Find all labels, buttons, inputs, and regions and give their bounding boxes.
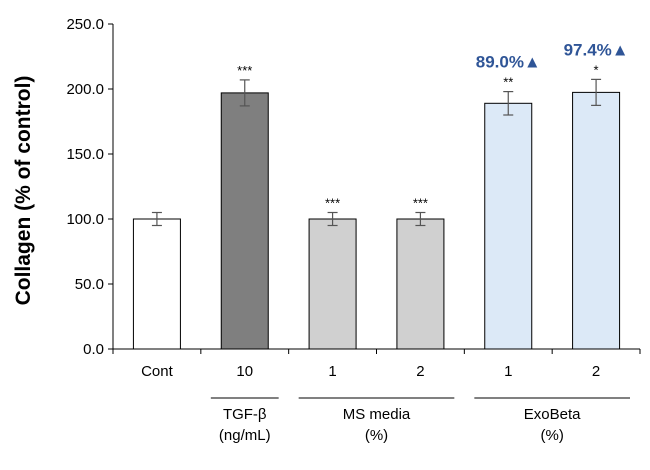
group-label: MS media [343, 406, 411, 423]
category-label: 1 [328, 363, 336, 380]
percent-increase-label: 89.0%▲ [476, 53, 541, 72]
y-tick-label: 250.0 [66, 16, 104, 33]
bar-4 [484, 102, 533, 350]
y-tick-label: 50.0 [75, 276, 104, 293]
significance-label: *** [413, 196, 428, 211]
significance-label: *** [325, 196, 340, 211]
y-axis-title: Collagen (% of control) [12, 76, 35, 306]
bar-0 [132, 218, 181, 350]
bar-3 [396, 218, 445, 350]
group-label: ExoBeta [524, 406, 581, 423]
group-label: TGF-β [223, 406, 267, 423]
category-label: 1 [504, 363, 512, 380]
category-label: 2 [592, 363, 600, 380]
significance-label: * [594, 62, 599, 77]
bar-1 [220, 92, 269, 350]
bar-5 [572, 91, 621, 350]
group-unit-label: (%) [541, 427, 564, 444]
y-tick-label: 100.0 [66, 211, 104, 228]
category-label: 10 [236, 363, 253, 380]
group-unit-label: (ng/mL) [219, 427, 271, 444]
group-unit-label: (%) [365, 427, 388, 444]
category-label: Cont [141, 363, 174, 380]
bar-2 [308, 218, 357, 350]
y-tick-label: 0.0 [83, 341, 104, 358]
y-tick-label: 200.0 [66, 81, 104, 98]
percent-increase-label: 97.4%▲ [564, 40, 629, 59]
significance-label: *** [237, 63, 252, 78]
category-label: 2 [416, 363, 424, 380]
y-tick-label: 150.0 [66, 146, 104, 163]
significance-label: ** [503, 75, 513, 90]
